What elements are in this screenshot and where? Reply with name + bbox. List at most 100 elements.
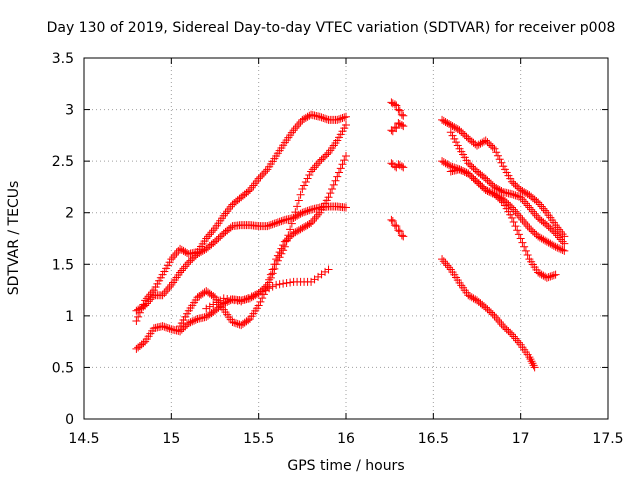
- data-point: [438, 255, 447, 264]
- data-point: [553, 243, 562, 252]
- data-point: [190, 253, 199, 262]
- data-point: [231, 319, 240, 328]
- data-point: [303, 206, 312, 215]
- data-point: [279, 279, 288, 288]
- data-point: [473, 177, 481, 186]
- x-tick-label: 17.5: [592, 431, 623, 447]
- data-point: [539, 204, 548, 213]
- data-point: [466, 292, 475, 301]
- data-point: [317, 113, 326, 122]
- data-point: [251, 179, 260, 188]
- data-point: [523, 251, 532, 260]
- data-point: [256, 297, 265, 306]
- data-point: [247, 292, 256, 301]
- data-point: [186, 318, 195, 327]
- data-point: [319, 114, 328, 123]
- data-point: [486, 308, 495, 317]
- data-point: [228, 318, 237, 327]
- data-point: [329, 180, 338, 189]
- data-point: [261, 167, 270, 176]
- data-point: [539, 235, 548, 244]
- data-point: [142, 299, 151, 308]
- data-point: [466, 171, 475, 180]
- data-point: [179, 324, 188, 333]
- data-point: [158, 322, 167, 331]
- data-point: [388, 216, 397, 225]
- x-axis-label: GPS time / hours: [287, 458, 404, 474]
- data-point: [520, 217, 529, 226]
- data-point: [520, 188, 529, 197]
- data-point: [532, 211, 541, 220]
- data-point: [497, 187, 506, 196]
- data-point: [294, 120, 303, 129]
- data-point: [273, 256, 282, 265]
- data-point: [439, 257, 448, 266]
- data-point: [181, 247, 190, 256]
- data-point: [342, 151, 350, 160]
- data-point: [300, 181, 309, 190]
- data-point: [340, 156, 349, 165]
- data-point: [286, 225, 295, 234]
- data-point: [397, 162, 406, 171]
- data-point: [446, 121, 455, 130]
- data-point: [387, 98, 396, 107]
- data-point: [212, 235, 221, 244]
- y-tick-label: 2.5: [52, 154, 74, 170]
- data-point: [542, 237, 551, 246]
- data-point: [197, 247, 206, 256]
- data-point: [541, 236, 550, 245]
- data-point: [528, 207, 537, 216]
- data-point: [502, 325, 511, 334]
- data-point: [163, 285, 172, 294]
- data-point: [336, 164, 345, 173]
- data-point: [525, 203, 534, 212]
- data-point: [464, 169, 473, 178]
- data-point: [399, 122, 408, 131]
- data-point: [324, 265, 333, 274]
- data-point: [394, 226, 403, 235]
- data-point: [493, 315, 502, 324]
- data-point: [205, 230, 214, 239]
- y-tick-label: 0: [65, 412, 74, 428]
- data-point: [300, 223, 309, 232]
- data-point: [469, 164, 478, 173]
- data-point: [513, 209, 522, 218]
- data-point: [294, 196, 303, 205]
- data-point: [534, 198, 543, 207]
- data-point: [395, 106, 404, 115]
- data-point: [310, 163, 319, 172]
- data-point: [485, 139, 494, 148]
- data-point: [202, 304, 211, 313]
- data-point: [193, 249, 202, 258]
- data-point: [240, 295, 249, 304]
- data-point: [272, 219, 281, 228]
- data-point: [268, 220, 277, 229]
- data-point: [301, 113, 310, 122]
- data-point: [298, 224, 307, 233]
- data-point: [490, 311, 499, 320]
- data-point: [324, 193, 333, 202]
- data-point: [134, 312, 143, 321]
- data-point: [500, 323, 509, 332]
- data-point: [305, 170, 314, 179]
- data-point: [556, 235, 565, 244]
- data-point: [303, 174, 312, 183]
- data-point: [537, 270, 546, 279]
- data-point: [395, 161, 404, 170]
- data-point: [541, 206, 550, 215]
- data-point: [530, 363, 539, 372]
- data-point: [249, 181, 258, 190]
- data-point: [342, 121, 350, 130]
- data-point: [526, 355, 535, 364]
- data-point: [558, 246, 567, 255]
- data-point: [490, 144, 499, 153]
- data-point: [399, 111, 408, 120]
- x-tick-label: 15.5: [243, 431, 274, 447]
- data-point: [160, 322, 169, 331]
- y-tick-label: 1: [65, 309, 74, 325]
- data-point: [322, 150, 331, 159]
- data-point: [275, 280, 284, 289]
- data-point: [511, 181, 520, 190]
- data-point: [488, 143, 497, 152]
